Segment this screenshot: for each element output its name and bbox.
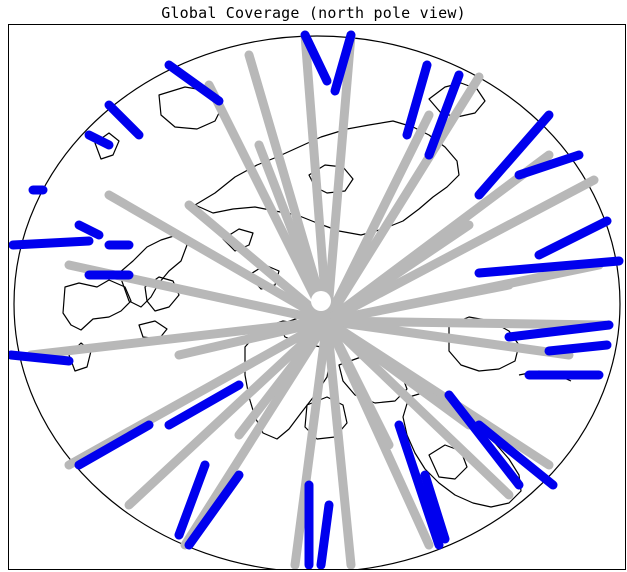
track-grey-16	[124, 316, 332, 510]
polar-map	[9, 30, 624, 569]
track-grey-23	[184, 200, 332, 326]
track-blue-29	[164, 60, 224, 106]
coastline-iceland	[138, 320, 168, 340]
track-blue-13	[444, 390, 524, 490]
coastline-novaya-zemlya	[222, 228, 254, 252]
coastline-japan	[94, 132, 120, 160]
figure-title: Global Coverage (north pole view)	[161, 4, 466, 22]
track-grey-11	[322, 316, 514, 500]
track-grey-8	[322, 316, 610, 330]
coastline-europe	[62, 279, 132, 331]
track-grey-9	[322, 316, 574, 360]
track-grey-4	[322, 72, 484, 326]
ground-tracks-low-latitude	[9, 30, 624, 569]
track-blue-21	[74, 420, 154, 470]
track-blue-8	[474, 256, 624, 278]
track-grey-6	[322, 175, 599, 326]
track-blue-19	[184, 470, 244, 550]
track-blue-12	[474, 420, 558, 490]
track-blue-10	[544, 340, 612, 356]
track-blue-22	[9, 350, 74, 366]
track-grey-14	[290, 316, 332, 569]
track-blue-27	[84, 130, 114, 150]
map-boundary	[13, 35, 621, 569]
track-blue-16	[316, 500, 334, 569]
track-grey-20	[104, 190, 332, 326]
track-grey-27	[322, 316, 474, 430]
track-blue-7	[534, 216, 612, 260]
track-blue-2	[330, 30, 356, 96]
track-blue-15	[394, 420, 444, 550]
track-blue-23	[9, 236, 94, 250]
track-blue-14	[420, 470, 450, 544]
track-blue-5	[474, 110, 554, 200]
track-grey-1	[300, 30, 332, 326]
track-grey-30	[174, 316, 332, 360]
track-blue-4	[424, 70, 464, 160]
map-frame	[8, 24, 626, 570]
track-blue-9	[504, 320, 614, 342]
track-grey-24	[254, 140, 332, 326]
track-blue-20	[164, 380, 244, 430]
track-grey-26	[322, 280, 514, 326]
track-blue-18	[174, 460, 210, 540]
coastline-scandinavia	[118, 234, 188, 308]
pole-hole	[311, 291, 331, 311]
track-grey-2	[322, 30, 356, 326]
track-grey-25	[322, 220, 474, 326]
coastline-china	[158, 86, 224, 130]
track-grey-28	[322, 316, 394, 450]
track-blue-25	[74, 220, 104, 240]
coastline-baltic	[144, 276, 180, 312]
track-blue-28	[104, 100, 144, 140]
track-blue-1	[300, 30, 332, 86]
track-blue-3	[402, 60, 432, 140]
track-blue-6	[514, 150, 584, 180]
coastline-hudson-bay	[428, 444, 468, 480]
track-grey-13	[322, 316, 356, 569]
track-grey-18	[26, 316, 332, 360]
track-grey-29	[234, 316, 332, 440]
